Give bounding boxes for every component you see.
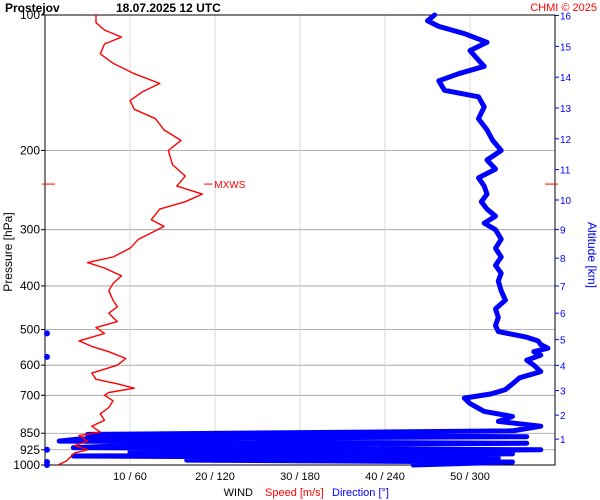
altitude-tick-label: 15: [560, 42, 572, 53]
altitude-tick-label: 14: [560, 73, 572, 84]
altitude-tick-label: 7: [560, 282, 566, 293]
pressure-tick-label: 400: [20, 279, 40, 293]
pressure-tick-label: 100: [20, 8, 40, 22]
altitude-tick-label: 16: [560, 12, 572, 23]
pressure-tick-label: 200: [20, 143, 40, 157]
pressure-axis-label: Pressure [hPa]: [1, 212, 15, 291]
sounding-datetime: 18.07.2025 12 UTC: [116, 1, 221, 15]
direction-point: [44, 459, 50, 466]
altitude-tick-label: 12: [560, 135, 572, 146]
pressure-tick-label: 500: [20, 323, 40, 337]
pressure-tick-label: 700: [20, 388, 40, 402]
wind-tick-label: 20 / 120: [195, 471, 235, 483]
pressure-tick-label: 300: [20, 223, 40, 237]
altitude-tick-label: 5: [560, 336, 566, 347]
direction-series: [44, 12, 551, 468]
direction-point: [44, 330, 50, 337]
direction-line: [56, 12, 551, 468]
altitude-tick-label: 10: [560, 196, 572, 207]
pressure-tick-label: 600: [20, 358, 40, 372]
speed-line: [57, 15, 204, 466]
max-wind-marker: MXWS: [42, 180, 558, 191]
altitude-tick-label: 11: [560, 166, 571, 177]
direction-axis-label: Direction [°]: [332, 487, 389, 499]
direction-point: [44, 353, 50, 360]
altitude-tick-label: 1: [560, 435, 566, 446]
altitude-axis-label: Altitude [km]: [585, 222, 599, 288]
altitude-tick-label: 3: [560, 387, 566, 398]
station-name: Prostejov: [5, 1, 60, 15]
altitude-tick-label: 13: [560, 104, 572, 115]
speed-axis-label: Speed [m/s]: [265, 487, 324, 499]
wind-tick-label: 30 / 180: [280, 471, 320, 483]
altitude-tick-label: 2: [560, 411, 566, 422]
altitude-tick-label: 4: [560, 361, 566, 372]
wind-tick-label: 50 / 300: [450, 471, 490, 483]
direction-point: [44, 446, 50, 453]
altitude-tick-label: 6: [560, 309, 566, 320]
wind-axis-title: WIND: [224, 487, 253, 499]
pressure-tick-label: 1000: [13, 458, 40, 472]
speed-series: [57, 15, 204, 466]
wind-tick-labels: 10 / 60 20 / 120 30 / 180 40 / 240 50 / 300: [113, 471, 490, 483]
credit-label: CHMI © 2025: [530, 2, 597, 14]
wind-tick-label: 40 / 240: [365, 471, 405, 483]
plot-frame: [44, 14, 556, 466]
pressure-tick-label: 850: [20, 426, 40, 440]
pressure-tick-label: 925: [20, 443, 40, 457]
wind-tick-label: 10 / 60: [113, 471, 147, 483]
max-wind-label: MXWS: [214, 180, 245, 191]
altitude-tick-label: 9: [560, 225, 566, 236]
altitude-tick-label: 8: [560, 254, 566, 265]
